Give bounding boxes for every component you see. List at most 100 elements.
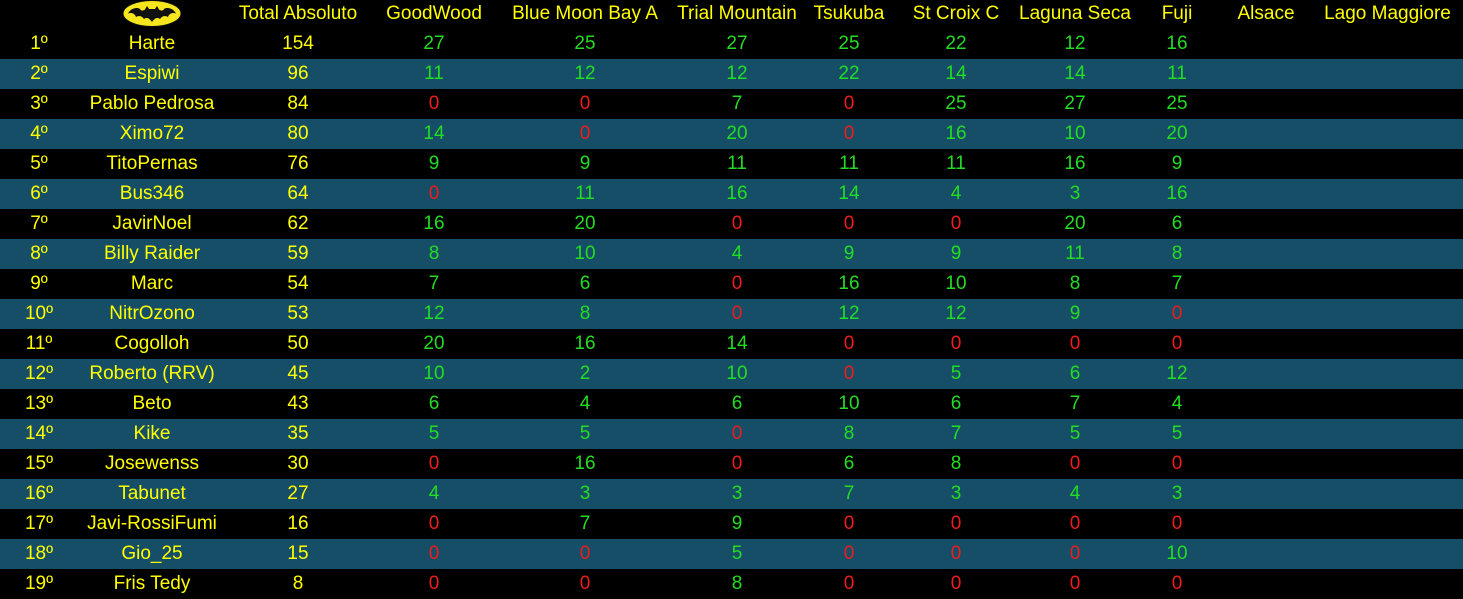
driver-name-cell: Roberto (RRV) bbox=[89, 363, 215, 384]
total-score-cell: 64 bbox=[287, 183, 309, 204]
race-score-cell: 0 bbox=[1069, 453, 1081, 474]
race-score-cell: 3 bbox=[1069, 183, 1081, 204]
race-score-cell: 10 bbox=[838, 393, 860, 414]
race-score-cell: 0 bbox=[1171, 333, 1183, 354]
race-score-cell: 0 bbox=[843, 93, 855, 114]
total-score-cell: 80 bbox=[287, 123, 309, 144]
race-score-cell: 0 bbox=[428, 183, 440, 204]
race-score-cell: 0 bbox=[428, 573, 440, 594]
race-score-cell: 0 bbox=[1069, 573, 1081, 594]
driver-name-cell: Beto bbox=[132, 393, 172, 414]
race-score-cell: 0 bbox=[731, 453, 743, 474]
race-score-cell: 5 bbox=[579, 423, 591, 444]
race-score-cell: 12 bbox=[945, 303, 967, 324]
race-score-cell: 14 bbox=[726, 333, 748, 354]
race-score-cell: 3 bbox=[950, 483, 962, 504]
position-cell: 16º bbox=[24, 483, 54, 504]
race-score-cell: 9 bbox=[1069, 303, 1081, 324]
table-row: 6º Bus346 64 0 11 16 14 4 3 16 bbox=[0, 179, 1463, 209]
race-score-cell: 0 bbox=[843, 543, 855, 564]
race-score-cell: 11 bbox=[727, 153, 747, 174]
race-score-cell: 0 bbox=[428, 543, 440, 564]
driver-name-cell: Harte bbox=[128, 33, 176, 54]
race-score-cell: 9 bbox=[1171, 153, 1183, 174]
race-score-cell: 20 bbox=[1166, 123, 1188, 144]
race-score-cell: 12 bbox=[838, 303, 860, 324]
driver-name-cell: Gio_25 bbox=[121, 543, 183, 564]
race-score-cell: 16 bbox=[1166, 33, 1188, 54]
header-race-st-croix-c: St Croix C bbox=[912, 3, 1000, 24]
race-score-cell: 7 bbox=[428, 273, 440, 294]
driver-name-cell: Billy Raider bbox=[103, 243, 201, 264]
race-score-cell: 4 bbox=[950, 183, 962, 204]
position-cell: 2º bbox=[30, 63, 48, 84]
header-race-alsace: Alsace bbox=[1237, 3, 1295, 24]
table-row: 18º Gio_25 15 0 0 5 0 0 0 10 bbox=[0, 539, 1463, 569]
position-cell: 12º bbox=[24, 363, 54, 384]
header-race-laguna-seca: Laguna Seca bbox=[1019, 3, 1131, 24]
race-score-cell: 6 bbox=[579, 273, 591, 294]
total-score-cell: 8 bbox=[292, 573, 304, 594]
table-row: 13º Beto 43 6 4 6 10 6 7 4 bbox=[0, 389, 1463, 419]
race-score-cell: 0 bbox=[731, 423, 743, 444]
race-score-cell: 0 bbox=[579, 573, 591, 594]
race-score-cell: 6 bbox=[1069, 363, 1081, 384]
race-score-cell: 0 bbox=[843, 573, 855, 594]
position-cell: 8º bbox=[30, 243, 48, 264]
race-score-cell: 14 bbox=[945, 63, 967, 84]
race-score-cell: 16 bbox=[574, 453, 596, 474]
header-race-tsukuba: Tsukuba bbox=[813, 3, 885, 24]
race-score-cell: 0 bbox=[731, 303, 743, 324]
total-score-cell: 30 bbox=[287, 453, 309, 474]
total-score-cell: 16 bbox=[287, 513, 309, 534]
race-score-cell: 14 bbox=[1064, 63, 1086, 84]
bat-logo-icon bbox=[122, 0, 182, 27]
position-cell: 19º bbox=[24, 573, 54, 594]
race-score-cell: 12 bbox=[1064, 33, 1086, 54]
header-race-goodwood: GoodWood bbox=[386, 3, 482, 24]
race-score-cell: 0 bbox=[1069, 333, 1081, 354]
race-score-cell: 16 bbox=[945, 123, 967, 144]
table-row: 16º Tabunet 27 4 3 3 7 3 4 3 bbox=[0, 479, 1463, 509]
header-race-blue-moon-bay-a: Blue Moon Bay A bbox=[512, 3, 658, 24]
race-score-cell: 4 bbox=[1171, 393, 1183, 414]
total-score-cell: 76 bbox=[287, 153, 309, 174]
race-score-cell: 4 bbox=[731, 243, 743, 264]
driver-name-cell: Espiwi bbox=[124, 63, 180, 84]
race-score-cell: 14 bbox=[838, 183, 860, 204]
race-score-cell: 12 bbox=[423, 303, 445, 324]
header-race-trial-mountain: Trial Mountain bbox=[677, 3, 797, 24]
race-score-cell: 8 bbox=[428, 243, 440, 264]
total-score-cell: 84 bbox=[287, 93, 309, 114]
total-score-cell: 54 bbox=[287, 273, 309, 294]
position-cell: 14º bbox=[24, 423, 54, 444]
driver-name-cell: NitrOzono bbox=[109, 303, 195, 324]
race-score-cell: 8 bbox=[579, 303, 591, 324]
position-cell: 6º bbox=[30, 183, 48, 204]
position-cell: 9º bbox=[30, 273, 48, 294]
race-score-cell: 25 bbox=[1166, 93, 1188, 114]
race-score-cell: 16 bbox=[423, 213, 445, 234]
race-score-cell: 9 bbox=[731, 513, 743, 534]
race-score-cell: 0 bbox=[731, 273, 743, 294]
position-cell: 7º bbox=[30, 213, 48, 234]
position-cell: 18º bbox=[24, 543, 54, 564]
race-score-cell: 22 bbox=[945, 33, 967, 54]
driver-name-cell: Marc bbox=[130, 273, 174, 294]
race-score-cell: 6 bbox=[1171, 213, 1183, 234]
race-score-cell: 0 bbox=[1171, 453, 1183, 474]
race-score-cell: 9 bbox=[950, 243, 962, 264]
race-score-cell: 5 bbox=[1171, 423, 1183, 444]
table-row: 8º Billy Raider 59 8 10 4 9 9 11 8 bbox=[0, 239, 1463, 269]
position-cell: 4º bbox=[30, 123, 48, 144]
driver-name-cell: Pablo Pedrosa bbox=[89, 93, 215, 114]
table-row: 11º Cogolloh 50 20 16 14 0 0 0 0 bbox=[0, 329, 1463, 359]
race-score-cell: 7 bbox=[1069, 393, 1081, 414]
race-score-cell: 0 bbox=[428, 513, 440, 534]
race-score-cell: 7 bbox=[843, 483, 855, 504]
race-score-cell: 0 bbox=[1171, 513, 1183, 534]
race-score-cell: 3 bbox=[1171, 483, 1183, 504]
table-row: 9º Marc 54 7 6 0 16 10 8 7 bbox=[0, 269, 1463, 299]
race-score-cell: 10 bbox=[1064, 123, 1086, 144]
race-score-cell: 0 bbox=[1171, 303, 1183, 324]
